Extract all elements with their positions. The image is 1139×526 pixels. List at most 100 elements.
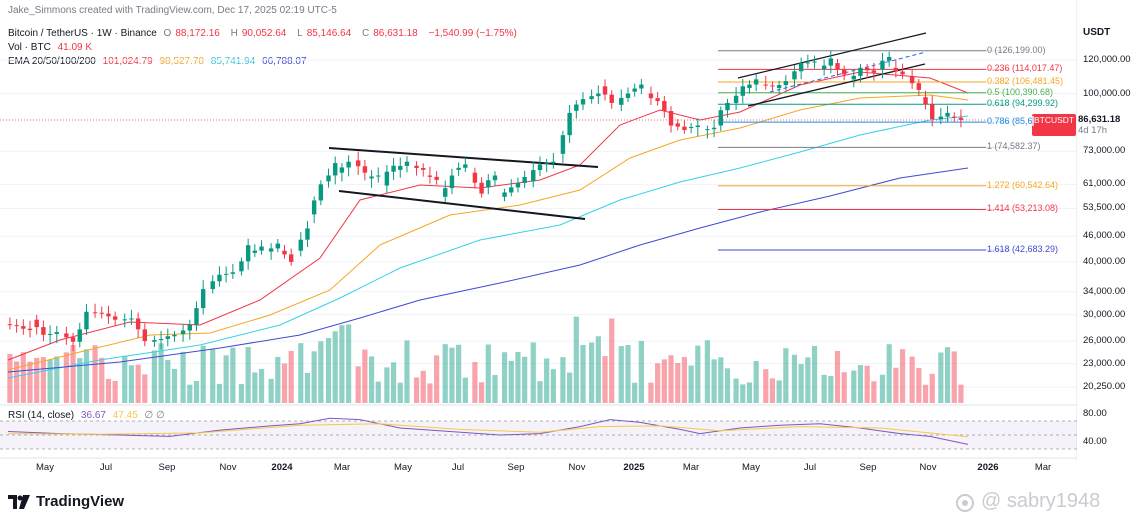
- candle-body: [783, 81, 789, 86]
- low-value: L 85,146.64: [297, 28, 352, 39]
- rsi-label[interactable]: RSI (14, close): [8, 410, 75, 421]
- candle-body: [798, 63, 804, 72]
- candle-body: [129, 318, 134, 320]
- volume-bar: [798, 364, 804, 403]
- candle-body: [609, 94, 614, 103]
- candle-body: [776, 85, 782, 89]
- symbol-name[interactable]: Bitcoin / TetherUS · 1W · Binance: [8, 28, 157, 39]
- candle-body: [733, 95, 739, 103]
- candle-body: [318, 184, 324, 201]
- time-tick-label: Nov: [919, 462, 937, 473]
- watermark: @ sabry1948: [955, 490, 1100, 513]
- candle-body: [893, 67, 899, 72]
- candle-body: [298, 239, 303, 251]
- ema-lines: [7, 71, 969, 379]
- candle-body: [625, 93, 631, 98]
- price-axis[interactable]: USDT: [1077, 0, 1139, 460]
- volume-bar: [332, 331, 338, 403]
- candle-body: [384, 171, 390, 186]
- candle-body: [34, 319, 39, 328]
- candle-body: [421, 168, 426, 170]
- rsi-value: 36.67: [80, 410, 106, 421]
- candle-body: [172, 334, 177, 337]
- candle-body: [200, 289, 206, 309]
- candle-body: [880, 60, 885, 70]
- volume-bar: [472, 362, 478, 403]
- price-chart[interactable]: [0, 0, 1139, 460]
- tradingview-logo[interactable]: TradingView: [8, 493, 124, 510]
- volume-bar: [724, 368, 731, 403]
- candles: [7, 50, 964, 352]
- candle-body: [443, 188, 448, 197]
- fib-level-label: 1.272 (60,542.64): [986, 179, 1060, 190]
- volume-bar: [99, 357, 105, 403]
- candle-body: [21, 326, 26, 329]
- volume-label[interactable]: Vol · BTC: [8, 42, 51, 53]
- candle-body: [449, 175, 455, 189]
- volume-bar: [200, 345, 206, 403]
- rsi-ma-value: 47.45: [112, 410, 138, 421]
- ema50-line: [7, 94, 969, 371]
- candle-body: [70, 337, 76, 342]
- time-tick-label: 2026: [977, 462, 999, 473]
- volume-bar: [27, 361, 33, 403]
- candle-body: [259, 246, 264, 251]
- volume-bar: [258, 368, 265, 403]
- price-tick-label: 34,000.00: [1083, 285, 1126, 297]
- volume-bar: [864, 365, 870, 403]
- volume-row: Vol · BTC 41.09 K: [8, 42, 96, 53]
- time-tick-label: Jul: [803, 462, 817, 473]
- candle-body: [64, 333, 69, 338]
- volume-bar: [668, 355, 674, 403]
- candle-body: [14, 325, 19, 327]
- candle-body: [515, 183, 521, 188]
- volume-bar: [530, 342, 536, 403]
- ema20-value: 101,024.79: [102, 56, 153, 67]
- rsi-header: RSI (14, close) 36.67 47.45 ∅ ∅: [8, 410, 169, 421]
- candle-body: [589, 96, 594, 100]
- volume-bar: [390, 362, 397, 403]
- candle-body: [275, 243, 281, 249]
- volume-bar: [783, 348, 789, 403]
- fib-level-label: 0.786 (85,6: [986, 116, 1034, 127]
- candle-body: [619, 97, 624, 105]
- time-tick-label: Nov: [219, 462, 237, 473]
- ema-label[interactable]: EMA 20/50/100/200: [8, 56, 96, 67]
- volume-bar: [909, 356, 915, 403]
- price-tick-label: 120,000.00: [1083, 54, 1131, 65]
- candle-body: [210, 281, 215, 290]
- volume-bar: [805, 357, 811, 403]
- candle-body: [655, 98, 660, 102]
- volume-bar: [434, 355, 440, 403]
- time-tick-label: May: [742, 462, 760, 473]
- candle-body: [427, 175, 433, 177]
- candle-body: [900, 71, 905, 75]
- candle-body: [152, 340, 157, 342]
- candle-body: [47, 333, 53, 335]
- channel-upper-line: [737, 32, 927, 79]
- volume-bar: [362, 349, 368, 403]
- volume-bar: [746, 382, 753, 403]
- price-tick-label: 26,000.00: [1083, 335, 1126, 347]
- volume-bar: [355, 366, 361, 403]
- candle-body: [560, 135, 566, 154]
- candle-body: [792, 71, 797, 80]
- candle-body: [27, 328, 33, 331]
- volume-bar: [230, 347, 236, 403]
- change-value: −1,540.99 (−1.75%): [428, 28, 517, 39]
- volume-bar: [560, 357, 566, 403]
- time-tick-label: Sep: [158, 462, 176, 473]
- candle-body: [648, 93, 654, 99]
- candle-body: [574, 104, 579, 111]
- volume-bar: [135, 364, 141, 403]
- volume-bar: [841, 372, 847, 403]
- volume-bar: [238, 384, 245, 403]
- volume-bar: [573, 316, 579, 403]
- candle-body: [952, 116, 957, 118]
- volume-bar: [339, 325, 345, 403]
- price-tick-label: 20,250.00: [1083, 381, 1126, 392]
- volume-bar: [718, 357, 724, 403]
- volume-bar: [871, 381, 877, 403]
- candle-body: [41, 327, 46, 335]
- volume-bar: [288, 350, 294, 403]
